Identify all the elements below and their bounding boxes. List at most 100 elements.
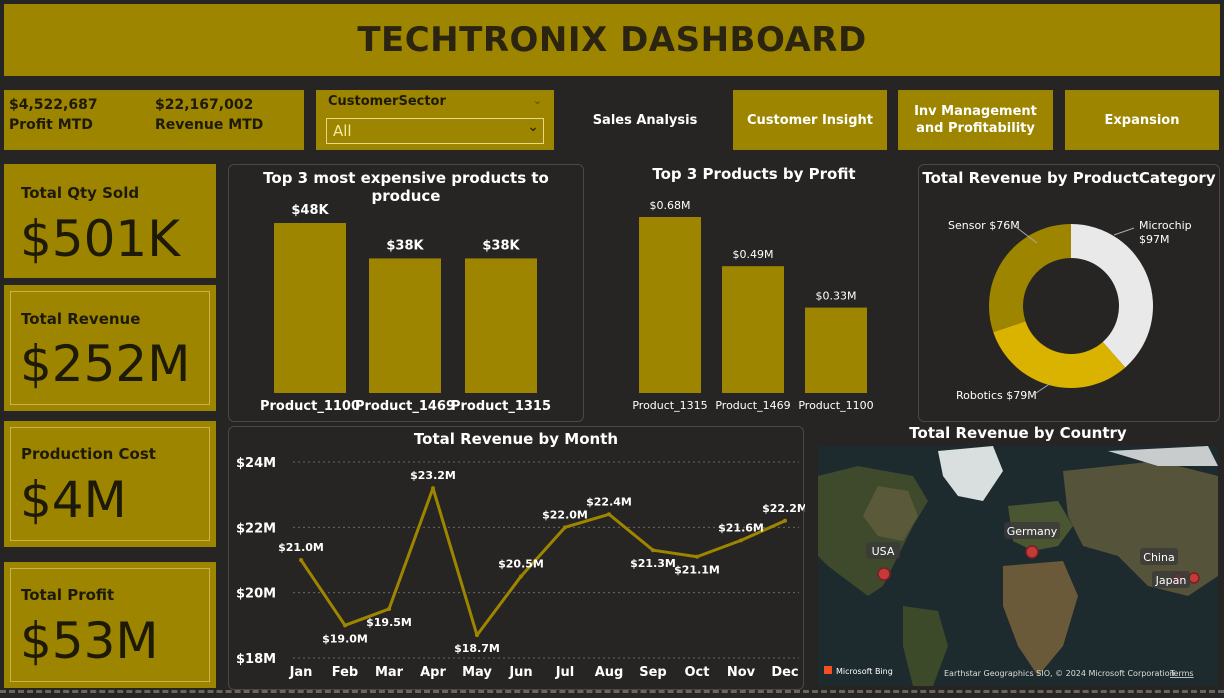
point-value-label: $21.0M <box>278 541 324 554</box>
line-point <box>299 558 303 562</box>
x-tick-label: Oct <box>685 665 710 680</box>
leader-line <box>1015 226 1038 244</box>
map-credit: Earthstar Geographics SIO, © 2024 Micros… <box>944 669 1175 678</box>
category-label: Product_1469 <box>715 399 790 412</box>
x-tick-label: Sep <box>639 665 667 680</box>
donut-label-robotics: Robotics $79M <box>956 389 1037 402</box>
x-tick-label: May <box>462 665 492 680</box>
card-border <box>10 427 210 541</box>
bottom-divider <box>0 690 1224 696</box>
bar-value-label: $0.49M <box>733 248 774 261</box>
profit-products-chart: Top 3 Products by Profit $0.68M Product_1… <box>596 160 912 420</box>
leader-line <box>1113 227 1135 236</box>
map-title: Total Revenue by Country <box>909 424 1127 442</box>
category-label: Product_1100 <box>260 399 360 414</box>
chart-title: Total Revenue by Month <box>413 430 619 448</box>
usa-label: USA <box>872 545 895 558</box>
donut-slice <box>1071 224 1153 368</box>
kpi-card-production-cost: Production Cost $4M <box>4 421 216 547</box>
japan-marker[interactable] <box>1188 572 1200 584</box>
slicer-label: CustomerSector <box>328 94 446 109</box>
kpi-label: Total Qty Sold <box>21 184 140 202</box>
line-point <box>695 554 699 559</box>
revenue-month-svg: $18M $20M $22M $24M $21.0M Jan $19.0M Feb $19.5M… <box>236 456 805 680</box>
category-label: Product_1315 <box>632 399 707 412</box>
greenland-ice <box>938 446 1003 501</box>
point-value-label: $21.3M <box>630 557 676 570</box>
line-point <box>739 538 743 543</box>
point-value-label: $22.0M <box>542 508 588 521</box>
germany-label-bg <box>1004 522 1060 539</box>
profit-mtd-label: Profit MTD <box>9 117 93 133</box>
bar-value-label: $48K <box>291 203 329 218</box>
dashboard-title: TECHTRONIX DASHBOARD <box>357 20 867 60</box>
profit-products-svg: $0.68M Product_1315 $0.49M Product_1469 $0.3… <box>632 199 873 412</box>
slicer-dropdown[interactable]: All ⌄ <box>326 118 544 144</box>
line-point <box>607 512 611 517</box>
donut-label-microchip: Microchip $97M <box>1139 219 1192 246</box>
dashboard-header: TECHTRONIX DASHBOARD <box>4 4 1220 76</box>
revenue-mtd-value: $22,167,002 <box>155 97 254 113</box>
chevron-down-icon[interactable]: ⌄ <box>532 94 542 107</box>
kpi-card-qty-sold: Total Qty Sold $501K <box>4 164 216 278</box>
point-value-label: $22.2M <box>762 502 805 515</box>
customer-sector-slicer[interactable]: CustomerSector ⌄ All ⌄ <box>316 90 554 150</box>
x-tick-label: Jul <box>555 665 575 680</box>
bar-value-label: $38K <box>386 238 424 253</box>
point-value-label: $21.6M <box>718 521 764 534</box>
china-label-bg <box>1140 548 1178 565</box>
line-point <box>475 633 479 638</box>
chart-title: Top 3 most expensive products to produce <box>263 169 549 205</box>
x-tick-label: Jan <box>289 665 313 680</box>
donut-slice <box>989 224 1071 333</box>
expansion-label: Expansion <box>1104 112 1180 128</box>
point-value-label: $20.5M <box>498 557 544 570</box>
y-tick-label: $24M <box>236 456 276 471</box>
y-tick-label: $20M <box>236 587 276 602</box>
north-america-interior <box>863 486 918 541</box>
expensive-products-svg: $48K Product_1100 $38K Product_1469 $38K Prod… <box>260 203 551 414</box>
revenue-mtd-label: Revenue MTD <box>155 117 264 133</box>
arctic-ice <box>1108 446 1218 466</box>
kpi-card-total-revenue: Total Revenue $252M <box>4 285 216 411</box>
expansion-button[interactable]: Expansion <box>1065 90 1219 150</box>
inv-management-button[interactable]: Inv Management and Profitability <box>898 90 1053 150</box>
usa-marker[interactable] <box>877 567 891 581</box>
line-point <box>651 548 655 553</box>
x-tick-label: Feb <box>332 665 358 680</box>
y-tick-label: $22M <box>236 521 276 536</box>
map-terms-link[interactable]: Terms <box>1169 669 1194 678</box>
map-svg[interactable]: USA Germany China Japan Microsoft Bing E… <box>818 446 1218 686</box>
donut-label-sensor: Sensor $76M <box>948 219 1020 232</box>
japan-label: Japan <box>1155 574 1187 587</box>
kpi-value: $4M <box>20 471 127 529</box>
kpi-value: $501K <box>20 210 181 268</box>
chart-title: Top 3 Products by Profit <box>652 165 856 183</box>
map-title-wrap: Total Revenue by Country <box>818 424 1218 444</box>
bar-value-label: $0.33M <box>816 290 857 303</box>
customer-insight-button[interactable]: Customer Insight <box>733 90 887 150</box>
category-label: Product_1469 <box>355 399 455 414</box>
x-tick-label: Dec <box>771 665 798 680</box>
x-tick-label: Nov <box>727 665 756 680</box>
germany-label: Germany <box>1007 525 1058 538</box>
x-tick-label: Mar <box>375 665 404 680</box>
donut-slice <box>993 321 1126 388</box>
revenue-month-chart: Total Revenue by Month $18M $20M $22M $24M $… <box>228 426 805 690</box>
kpi-label: Production Cost <box>21 445 156 463</box>
card-border <box>10 291 210 405</box>
revenue-category-svg: Microchip $97M Robotics $79M Sensor $76M <box>948 219 1192 402</box>
revenue-line <box>299 486 786 637</box>
point-value-label: $23.2M <box>410 469 456 482</box>
point-value-label: $22.4M <box>586 495 632 508</box>
sales-analysis-button[interactable]: Sales Analysis <box>574 90 716 150</box>
chart-title: Total Revenue by ProductCategory <box>922 169 1216 187</box>
revenue-country-map[interactable]: USA Germany China Japan Microsoft Bing E… <box>818 446 1218 686</box>
china-label: China <box>1143 551 1174 564</box>
kpi-value: $53M <box>20 612 159 670</box>
category-label: Product_1315 <box>451 399 551 414</box>
germany-marker[interactable] <box>1025 545 1039 559</box>
y-tick-label: $18M <box>236 652 276 667</box>
line-point <box>783 518 787 523</box>
dropdown-chevron-icon[interactable]: ⌄ <box>527 119 539 135</box>
